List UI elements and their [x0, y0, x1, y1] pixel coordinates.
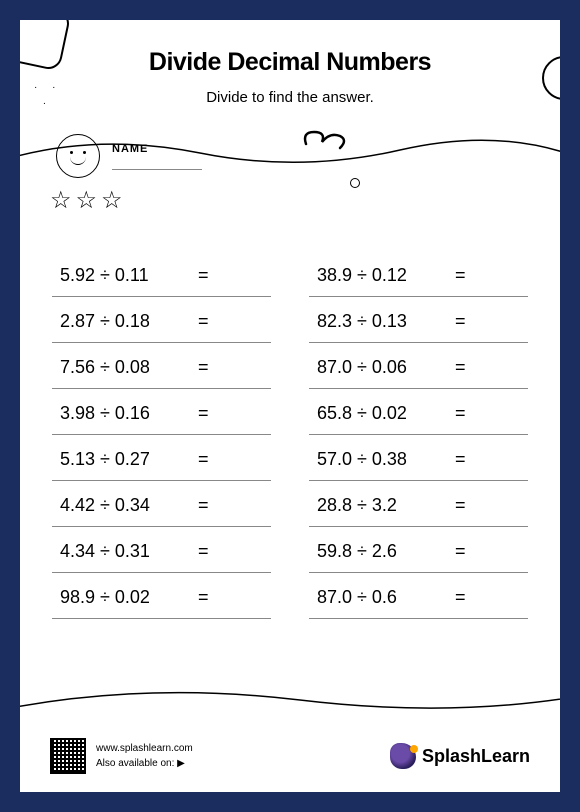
problem-expression: 4.34 ÷ 0.31 — [60, 541, 192, 562]
problem-row: 82.3 ÷ 0.13 = — [309, 297, 528, 343]
problem-expression: 2.87 ÷ 0.18 — [60, 311, 192, 332]
small-circle-decoration — [350, 178, 360, 188]
equals-sign: = — [198, 311, 209, 332]
equals-sign: = — [198, 265, 209, 286]
problems-grid: 5.92 ÷ 0.11=38.9 ÷ 0.12=2.87 ÷ 0.18=82.3… — [50, 251, 530, 619]
footer-available: Also available on: — [96, 758, 174, 769]
brand-icon — [390, 743, 416, 769]
star-icon: ☆ — [76, 186, 98, 215]
wave-bottom-decoration — [20, 680, 560, 720]
equals-sign: = — [455, 449, 466, 470]
brand: SplashLearn — [390, 743, 530, 769]
problem-row: 87.0 ÷ 0.6 = — [309, 573, 528, 619]
equals-sign: = — [455, 311, 466, 332]
dots-decoration: · · · — [34, 80, 61, 112]
problem-row: 4.42 ÷ 0.34 = — [52, 481, 271, 527]
name-label: NAME — [112, 143, 202, 155]
footer: www.splashlearn.com Also available on: ▶… — [50, 738, 530, 774]
worksheet-page: · · · Divide Decimal Numbers Divide to f… — [20, 20, 560, 792]
problem-row: 7.56 ÷ 0.08 = — [52, 343, 271, 389]
problem-row: 98.9 ÷ 0.02 = — [52, 573, 271, 619]
equals-sign: = — [455, 403, 466, 424]
problem-row: 2.87 ÷ 0.18 = — [52, 297, 271, 343]
qr-code-icon — [50, 738, 86, 774]
equals-sign: = — [455, 265, 466, 286]
stars-decoration: ☆ ☆ ☆ — [50, 186, 530, 215]
smiley-icon — [56, 134, 100, 178]
problem-expression: 82.3 ÷ 0.13 — [317, 311, 449, 332]
equals-sign: = — [455, 495, 466, 516]
equals-sign: = — [198, 357, 209, 378]
problem-expression: 98.9 ÷ 0.02 — [60, 587, 192, 608]
problem-row: 65.8 ÷ 0.02 = — [309, 389, 528, 435]
footer-url: www.splashlearn.com — [96, 741, 193, 756]
problem-row: 57.0 ÷ 0.38 = — [309, 435, 528, 481]
problem-expression: 5.92 ÷ 0.11 — [60, 265, 192, 286]
problem-expression: 7.56 ÷ 0.08 — [60, 357, 192, 378]
problem-expression: 87.0 ÷ 0.6 — [317, 587, 449, 608]
problem-expression: 57.0 ÷ 0.38 — [317, 449, 449, 470]
page-subtitle: Divide to find the answer. — [50, 89, 530, 106]
problem-expression: 38.9 ÷ 0.12 — [317, 265, 449, 286]
problem-expression: 65.8 ÷ 0.02 — [317, 403, 449, 424]
problem-row: 38.9 ÷ 0.12 = — [309, 251, 528, 297]
problem-expression: 4.42 ÷ 0.34 — [60, 495, 192, 516]
brand-name: SplashLearn — [422, 746, 530, 767]
play-icon: ▶ — [177, 758, 185, 769]
equals-sign: = — [198, 587, 209, 608]
problem-row: 28.8 ÷ 3.2 = — [309, 481, 528, 527]
problem-expression: 5.13 ÷ 0.27 — [60, 449, 192, 470]
problem-row: 87.0 ÷ 0.06 = — [309, 343, 528, 389]
equals-sign: = — [198, 495, 209, 516]
problem-row: 59.8 ÷ 2.6 = — [309, 527, 528, 573]
equals-sign: = — [198, 403, 209, 424]
squiggle-decoration — [300, 126, 348, 154]
equals-sign: = — [455, 357, 466, 378]
problem-row: 5.13 ÷ 0.27 = — [52, 435, 271, 481]
problem-expression: 3.98 ÷ 0.16 — [60, 403, 192, 424]
problem-expression: 59.8 ÷ 2.6 — [317, 541, 449, 562]
problem-expression: 28.8 ÷ 3.2 — [317, 495, 449, 516]
problem-row: 3.98 ÷ 0.16 = — [52, 389, 271, 435]
name-row: NAME — [50, 134, 530, 178]
name-input-line[interactable] — [112, 169, 202, 170]
problem-row: 5.92 ÷ 0.11 = — [52, 251, 271, 297]
star-icon: ☆ — [50, 186, 72, 215]
equals-sign: = — [198, 449, 209, 470]
side-arc-decoration — [542, 56, 560, 100]
equals-sign: = — [198, 541, 209, 562]
equals-sign: = — [455, 541, 466, 562]
problem-expression: 87.0 ÷ 0.06 — [317, 357, 449, 378]
footer-text: www.splashlearn.com Also available on: ▶ — [96, 741, 193, 771]
page-title: Divide Decimal Numbers — [50, 48, 530, 77]
problem-row: 4.34 ÷ 0.31 = — [52, 527, 271, 573]
equals-sign: = — [455, 587, 466, 608]
star-icon: ☆ — [101, 186, 123, 215]
